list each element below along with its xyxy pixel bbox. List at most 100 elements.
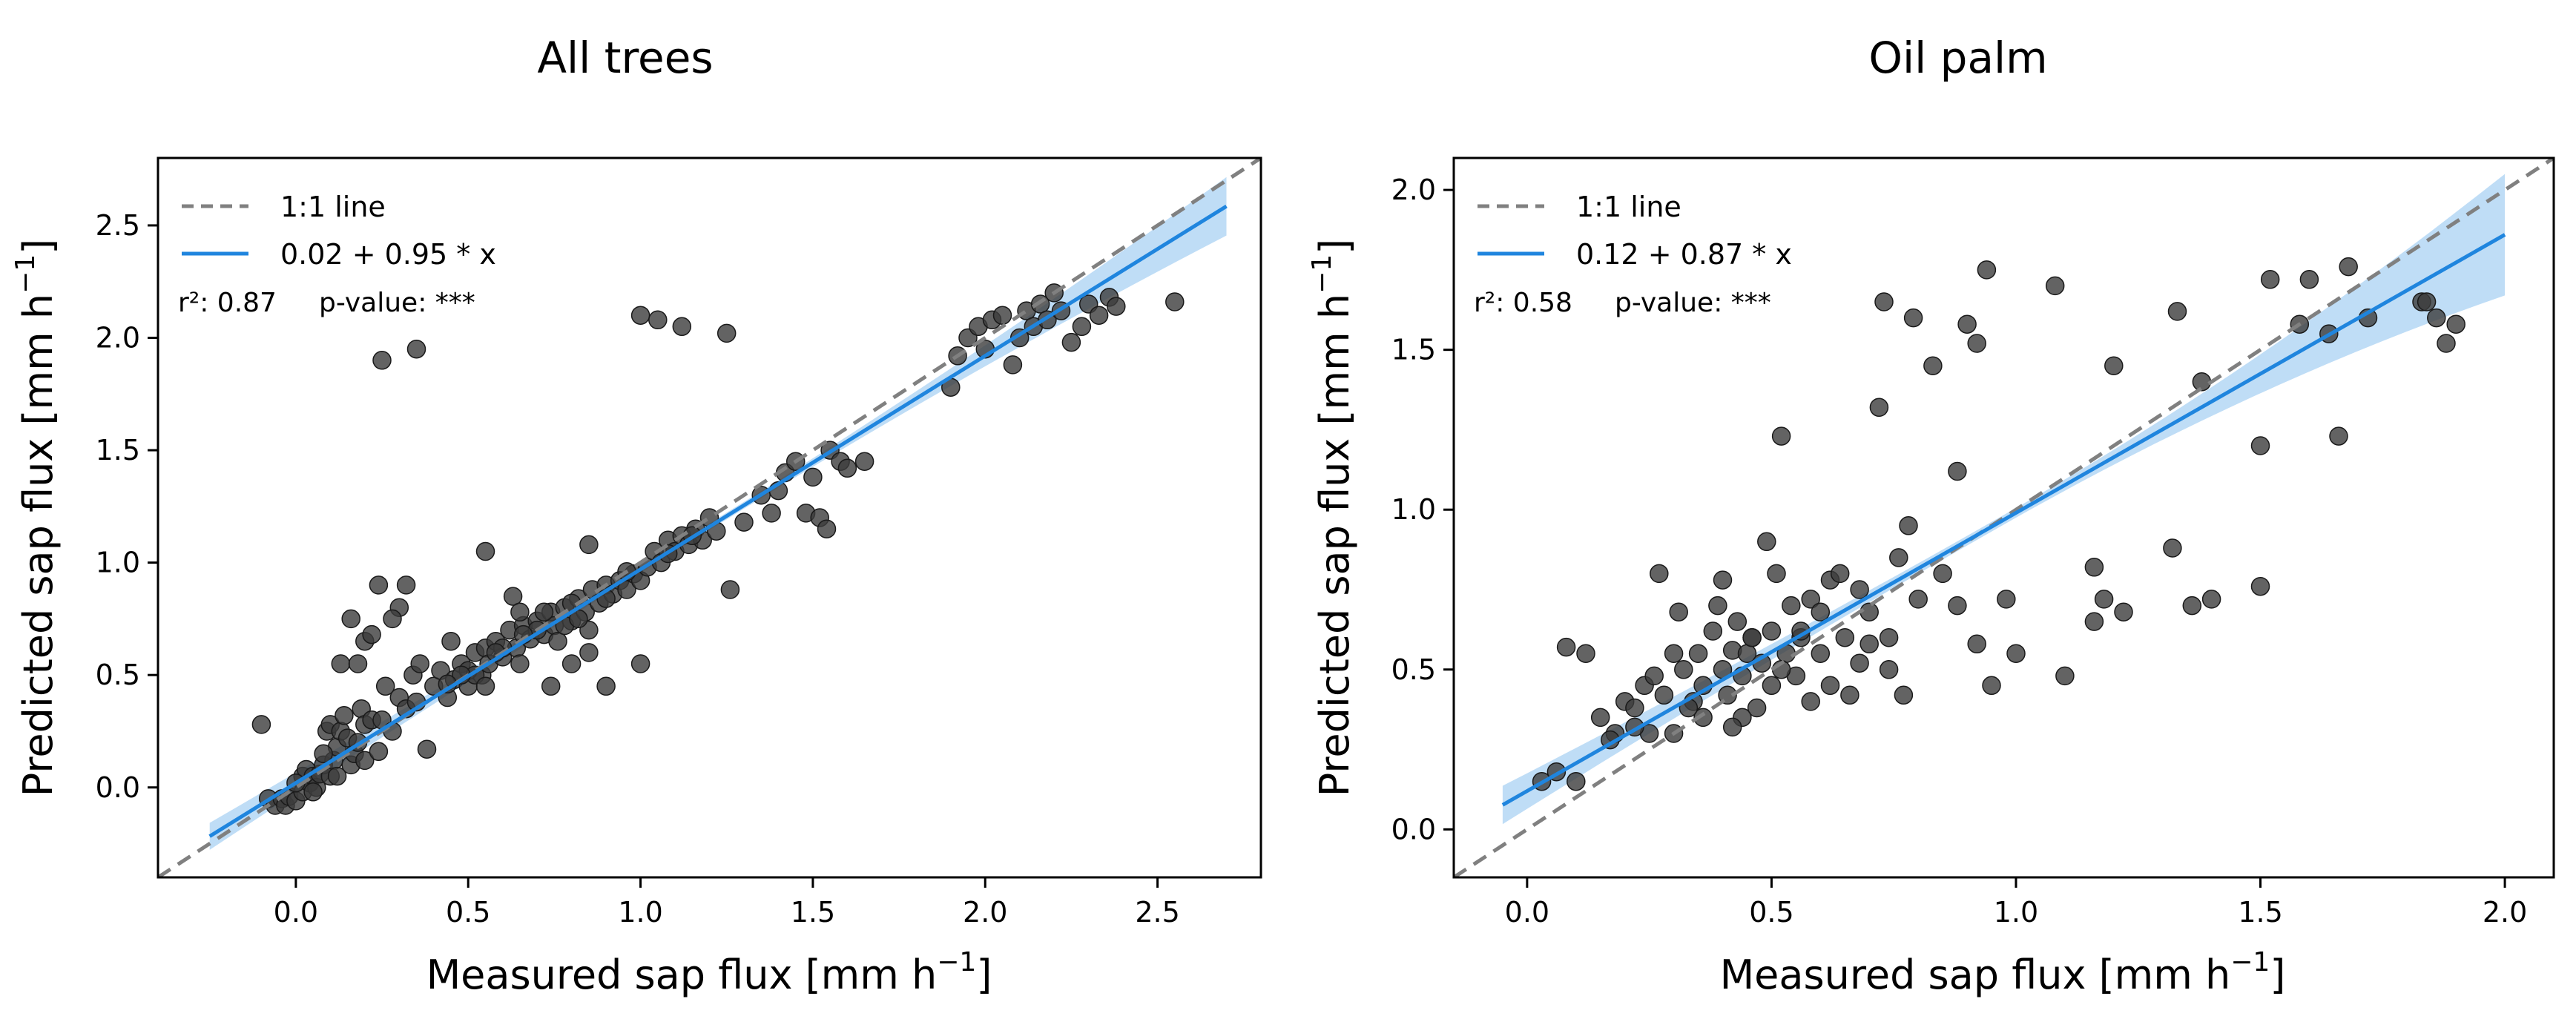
scatter-point bbox=[1850, 580, 1869, 599]
scatter-point bbox=[1688, 644, 1708, 663]
scatter-point bbox=[362, 624, 381, 644]
scatter-point bbox=[1835, 627, 1855, 647]
scatter-point bbox=[1757, 532, 1776, 552]
x-tick-label: 0.0 bbox=[274, 896, 318, 929]
x-tick-label: 2.0 bbox=[2483, 896, 2527, 929]
legend: 1:1 line 0.02 + 0.95 * x r²: 0.87 p-valu… bbox=[178, 191, 496, 318]
y-tick-label: 1.5 bbox=[96, 434, 140, 466]
scatter-point bbox=[1165, 292, 1185, 311]
scatter-point bbox=[251, 715, 271, 734]
scatter-point bbox=[1948, 461, 1967, 481]
scatter-point bbox=[331, 654, 351, 673]
scatter-point bbox=[561, 654, 582, 673]
scatter-point bbox=[1859, 634, 1879, 654]
scatter-point bbox=[1801, 692, 1820, 711]
scatter-point bbox=[314, 744, 333, 764]
scatter-point bbox=[1850, 653, 1869, 673]
scatter-point bbox=[1957, 314, 1977, 334]
plot-content bbox=[1454, 158, 2554, 877]
scatter-point bbox=[1556, 637, 1576, 657]
legend-label-identity: 1:1 line bbox=[280, 191, 386, 223]
y-tick-label: 2.5 bbox=[96, 209, 140, 242]
x-tick-label: 1.5 bbox=[791, 896, 835, 929]
scatter-point bbox=[803, 467, 823, 487]
scatter-point bbox=[1874, 292, 1894, 311]
axes-frame bbox=[157, 156, 1262, 879]
scatter-point bbox=[817, 519, 837, 538]
scatter-point bbox=[1762, 621, 1782, 641]
y-tick-label: 1.0 bbox=[96, 547, 140, 579]
scatter-point bbox=[1107, 297, 1126, 316]
scatter-point bbox=[1903, 308, 1923, 328]
scatter-point bbox=[630, 654, 650, 673]
scatter-point bbox=[1703, 621, 1723, 641]
y-tick-label: 2.0 bbox=[1391, 174, 1436, 206]
scatter-point bbox=[396, 576, 416, 595]
scatter-point bbox=[1908, 590, 1928, 609]
scatter-point bbox=[355, 751, 375, 771]
scatter-point bbox=[1669, 602, 1688, 621]
scatter-point bbox=[375, 676, 395, 696]
scatter-point bbox=[510, 602, 530, 622]
y-axis-label-text: Predicted sap flux [mm h bbox=[1311, 294, 1358, 797]
scatter-point bbox=[1708, 596, 1727, 616]
scatter-point bbox=[596, 676, 616, 696]
scatter-point bbox=[734, 512, 754, 532]
scatter-point bbox=[837, 458, 857, 478]
scatter-point bbox=[2163, 538, 2182, 558]
scatter-point bbox=[1933, 564, 1952, 584]
scatter-point bbox=[2299, 270, 2319, 289]
scatter-point bbox=[2094, 590, 2114, 609]
scatter-point bbox=[1674, 660, 1693, 679]
legend-label-fit: 0.12 + 0.87 * x bbox=[1576, 238, 1792, 271]
x-tick-label: 1.5 bbox=[2238, 896, 2282, 929]
scatter-point bbox=[1982, 676, 2001, 696]
y-axis-label-close: ] bbox=[15, 239, 62, 254]
y-tick-label: 0.0 bbox=[96, 771, 140, 804]
fit-line bbox=[1501, 233, 2506, 807]
x-axis-label-close: ] bbox=[2270, 952, 2285, 998]
scatter-point bbox=[1762, 676, 1782, 696]
x-axis-label-text: Measured sap flux [mm h bbox=[1720, 952, 2231, 998]
scatter-point bbox=[341, 609, 360, 629]
scatter-point bbox=[1977, 260, 1997, 280]
y-axis-label-close: ] bbox=[1311, 239, 1358, 254]
scatter-point bbox=[2006, 644, 2026, 663]
scatter-point bbox=[303, 782, 323, 802]
scatter-point bbox=[992, 306, 1012, 325]
scatter-point bbox=[2417, 292, 2437, 311]
y-axis-label-exponent: −1 bbox=[10, 254, 41, 294]
x-tick-label: 1.0 bbox=[1994, 896, 2038, 929]
scatter-point bbox=[2167, 302, 2187, 321]
scatter-point bbox=[348, 654, 368, 673]
scatter-point bbox=[1923, 356, 1943, 375]
x-axis-label-exponent: −1 bbox=[2230, 947, 2270, 977]
scatter-point bbox=[534, 602, 554, 622]
scatter-point bbox=[2104, 356, 2124, 375]
scatter-point bbox=[720, 580, 740, 599]
x-axis-label-exponent: −1 bbox=[937, 947, 976, 977]
scatter-point bbox=[1567, 771, 1586, 791]
scatter-point bbox=[1997, 590, 2016, 609]
x-axis-label-close: ] bbox=[976, 952, 992, 998]
stats-r2: r²: 0.87 bbox=[178, 288, 277, 318]
scatter-point bbox=[2045, 276, 2065, 296]
y-tick-label: 0.5 bbox=[96, 659, 140, 691]
scatter-point bbox=[1664, 644, 1684, 663]
stats-pvalue: p-value: *** bbox=[1615, 288, 1771, 318]
scatter-point bbox=[1771, 426, 1791, 446]
x-tick-label: 0.5 bbox=[446, 896, 490, 929]
scatter-point bbox=[1948, 596, 1967, 616]
scatter-point bbox=[1879, 660, 1899, 679]
chart-oil-palm: Oil palm 0.0 0.5 1.0 1.5 2.0 0.0 0.5 1.0 1.5 2.0… bbox=[1307, 33, 2555, 998]
identity-line bbox=[158, 158, 1261, 877]
legend-label-identity: 1:1 line bbox=[1576, 191, 1681, 223]
scatter-point bbox=[648, 310, 668, 330]
x-tick-label: 0.0 bbox=[1505, 896, 1549, 929]
scatter-point bbox=[2114, 602, 2133, 621]
scatter-point bbox=[410, 654, 429, 673]
y-axis-ticks: 0.0 0.5 1.0 1.5 2.0 2.5 bbox=[96, 209, 158, 804]
scatter-point bbox=[383, 609, 402, 629]
stats-pvalue: p-value: *** bbox=[319, 288, 475, 318]
